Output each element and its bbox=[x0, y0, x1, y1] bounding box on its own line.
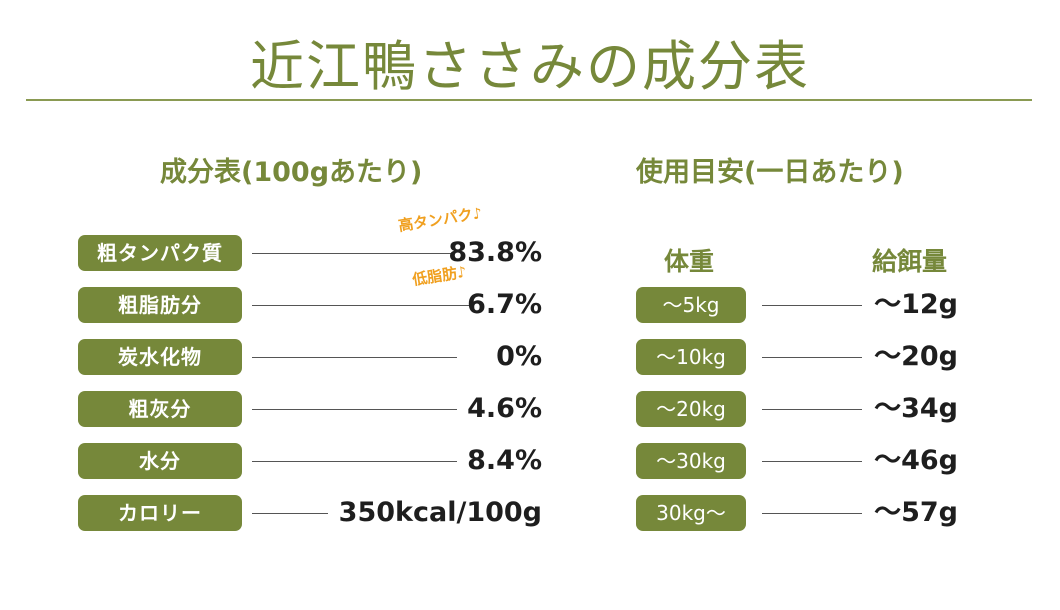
feeding-row: 〜20kg 〜34g bbox=[0, 391, 958, 427]
feeding-row: 〜30kg 〜46g bbox=[0, 443, 958, 479]
composition-row-ash: 粗灰分 4.6% bbox=[0, 391, 542, 427]
feeding-amount: 〜46g bbox=[874, 445, 958, 476]
weight-column-header: 体重 bbox=[664, 247, 715, 276]
composition-row-protein: 粗タンパク質 83.8% 高タンパク♪ bbox=[0, 204, 542, 271]
leader-line bbox=[762, 513, 862, 514]
composition-value: 4.6% bbox=[467, 393, 542, 424]
composition-value: 350kcal/100g bbox=[338, 497, 542, 528]
leader-line bbox=[252, 305, 470, 306]
feeding-amount: 〜34g bbox=[874, 393, 958, 424]
feeding-heading: 使用目安(一日あたり) bbox=[636, 157, 904, 188]
composition-label: カロリー bbox=[78, 495, 242, 531]
title-divider bbox=[26, 99, 1032, 101]
composition-row-moisture: 水分 8.4% bbox=[0, 443, 542, 479]
composition-row-carbs: 炭水化物 0% bbox=[0, 339, 542, 375]
weight-label: 〜30kg bbox=[636, 443, 746, 479]
leader-line bbox=[762, 305, 862, 306]
feeding-row: 〜5kg 〜12g bbox=[0, 287, 958, 323]
weight-label: 〜20kg bbox=[636, 391, 746, 427]
feeding-amount: 〜57g bbox=[874, 497, 958, 528]
amount-column-header: 給餌量 bbox=[872, 247, 948, 276]
leader-line bbox=[252, 253, 452, 254]
composition-label: 粗灰分 bbox=[78, 391, 242, 427]
leader-line bbox=[762, 409, 862, 410]
leader-line bbox=[762, 461, 862, 462]
composition-row-calories: カロリー 350kcal/100g bbox=[0, 495, 542, 531]
weight-label: 〜10kg bbox=[636, 339, 746, 375]
weight-label: 30kg〜 bbox=[636, 495, 746, 531]
composition-label: 炭水化物 bbox=[78, 339, 242, 375]
composition-value: 83.8% bbox=[448, 237, 542, 268]
feeding-amount: 〜12g bbox=[874, 289, 958, 320]
composition-value: 8.4% bbox=[467, 445, 542, 476]
leader-line bbox=[252, 513, 328, 514]
composition-label: 水分 bbox=[78, 443, 242, 479]
composition-value: 6.7% bbox=[467, 289, 542, 320]
weight-label: 〜5kg bbox=[636, 287, 746, 323]
leader-line bbox=[252, 461, 457, 462]
leader-line bbox=[252, 357, 457, 358]
leader-line bbox=[762, 357, 862, 358]
leader-line bbox=[252, 409, 457, 410]
composition-heading: 成分表(100gあたり) bbox=[160, 157, 423, 188]
page-title: 近江鴨ささみの成分表 bbox=[250, 35, 810, 98]
composition-label: 粗脂肪分 bbox=[78, 287, 242, 323]
composition-row-fat: 粗脂肪分 6.7% 低脂肪♪ bbox=[0, 263, 542, 323]
high-protein-note: 高タンパク♪ bbox=[397, 204, 484, 236]
feeding-row: 〜10kg 〜20g bbox=[0, 339, 958, 375]
feeding-row: 30kg〜 〜57g bbox=[0, 495, 958, 531]
feeding-amount: 〜20g bbox=[874, 341, 958, 372]
composition-label: 粗タンパク質 bbox=[78, 235, 242, 271]
composition-value: 0% bbox=[496, 341, 542, 372]
